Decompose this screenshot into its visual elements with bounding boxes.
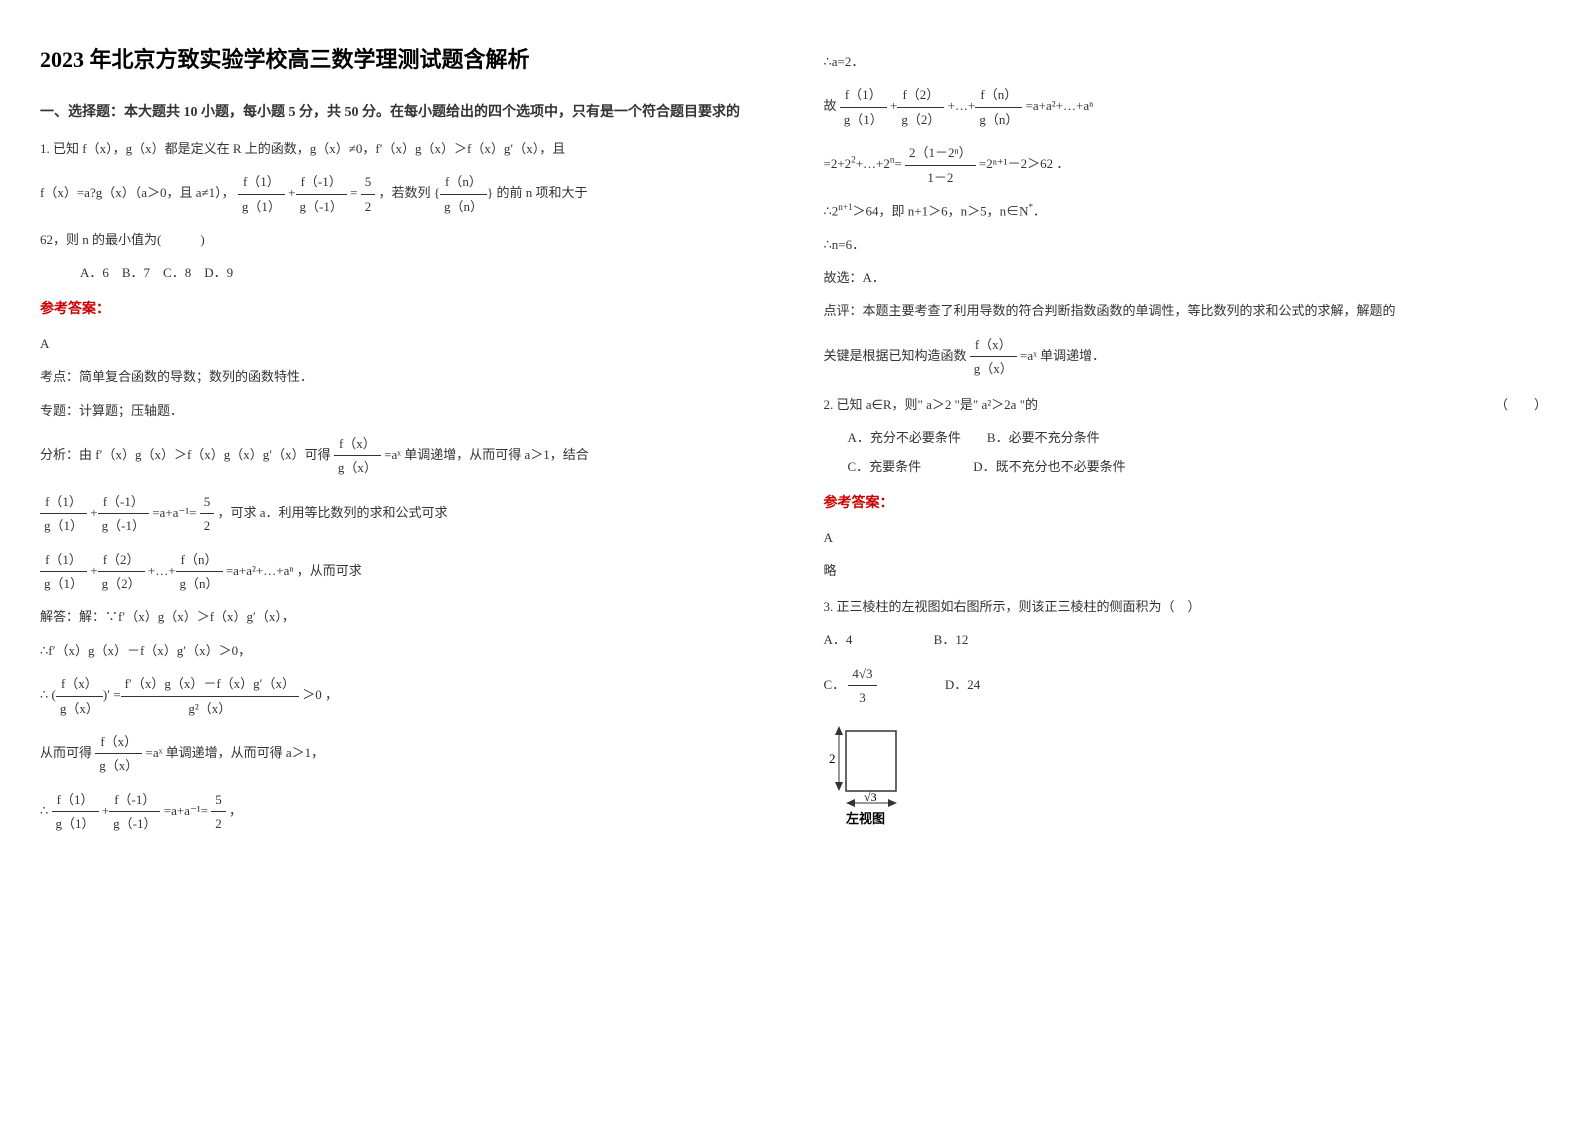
left-view-icon: 2 √3 左视图 — [824, 721, 914, 831]
q2-lue: 略 — [824, 559, 1548, 582]
q1-stem-3: 62，则 n 的最小值为( ) — [40, 228, 764, 251]
q1-fenxi-3: f（1）g（1） +f（2）g（2） +…+f（n）g（n） =a+a²+…+a… — [40, 548, 764, 596]
q1-dianping-2: 关键是根据已知构造函数 f（x）g（x） =aˣ 单调递增． — [824, 333, 1548, 381]
frac-f1-g1-4: f（1）g（1） — [52, 788, 99, 836]
frac-f1-g1-r: f（1）g（1） — [840, 83, 887, 131]
eq-ata-2: =a+a⁻¹= — [164, 803, 208, 818]
q1-zhuanti: 专题：计算题；压轴题． — [40, 399, 764, 422]
answer-label: 参考答案： — [40, 297, 764, 322]
q2-answer-label: 参考答案： — [824, 491, 1548, 516]
frac-fx-gx-2: f（x）g（x） — [56, 672, 103, 720]
q1-r1: ∴a=2． — [824, 50, 1548, 73]
q1-jieda-5: ∴ f（1）g（1） +f（-1）g（-1） =a+a⁻¹= 52 ， — [40, 788, 764, 836]
frac-fm1-gm1-2: f（-1）g（-1） — [98, 490, 149, 538]
q1-stem2-suffix: ?g（x）（a＞0，且 a≠1）， — [90, 185, 235, 200]
frac-fx-gx-r: f（x）g（x） — [970, 333, 1017, 381]
frac-fx-gx-3: f（x）g（x） — [95, 730, 142, 778]
frac-deriv: f′（x）g（x）－f（x）g′（x）g²（x） — [121, 672, 299, 720]
frac-fm1-gm1: f（-1）g（-1） — [296, 170, 347, 218]
q1-r6: 故选：A． — [824, 266, 1548, 289]
frac-sum: 2（1－2ⁿ）1－2 — [905, 141, 976, 189]
q1-stem-2: f（x）=a?g（x）（a＞0，且 a≠1）， f（1）g（1） +f（-1）g… — [40, 170, 764, 218]
diagram-height-label: 2 — [829, 751, 836, 766]
diagram-width-label: √3 — [864, 790, 877, 804]
frac-4r3-3: 4√33 — [848, 662, 876, 710]
eq-ata: =a+a⁻¹= — [152, 505, 196, 520]
eq-ax-2: =aˣ — [146, 745, 163, 760]
q2-options-ab: A．充分不必要条件 B．必要不充分条件 — [848, 426, 1548, 449]
q1-stem-1: 1. 已知 f（x），g（x）都是定义在 R 上的函数，g（x）≠0，f′（x）… — [40, 137, 764, 160]
q2-options-cd: C．充要条件 D．既不充分也不必要条件 — [848, 455, 1548, 478]
q3-stem: 3. 正三棱柱的左视图如右图所示，则该正三棱柱的侧面积为（ ） — [824, 595, 1548, 618]
q1-jieda-4: 从而可得 f（x）g（x） =aˣ 单调递增，从而可得 a＞1， — [40, 730, 764, 778]
frac-fn-gn-2: f（n）g（n） — [176, 548, 223, 596]
section-header: 一、选择题：本大题共 10 小题，每小题 5 分，共 50 分。在每小题给出的四… — [40, 100, 764, 125]
q1-stem2-end: 的前 n 项和大于 — [496, 185, 587, 200]
eq-series: =a+a²+…+aⁿ — [226, 563, 294, 578]
frac-fn-gn: f（n）g（n） — [440, 170, 487, 218]
frac-fm1-gm1-3: f（-1）g（-1） — [109, 788, 160, 836]
q1-r2: 故 f（1）g（1） +f（2）g（2） +…+f（n）g（n） =a+a²+…… — [824, 83, 1548, 131]
frac-52: 52 — [361, 170, 376, 218]
diagram-caption: 左视图 — [846, 811, 885, 826]
q3-options-ab: A．4 B．12 — [824, 628, 1548, 651]
frac-f1-g1-3: f（1）g（1） — [40, 548, 87, 596]
q1-jieda-1: 解答：解：∵f′（x）g（x）＞f（x）g′（x）， — [40, 605, 764, 628]
q1-kaodian: 考点：简单复合函数的导数；数列的函数特性． — [40, 365, 764, 388]
question-1: 1. 已知 f（x），g（x）都是定义在 R 上的函数，g（x）≠0，f′（x）… — [40, 137, 764, 285]
eq-sign: = — [350, 185, 357, 200]
frac-52-2: 52 — [200, 490, 215, 538]
q1-fenxi-2: f（1）g（1） +f（-1）g（-1） =a+a⁻¹= 52 ，可求 a．利用… — [40, 490, 764, 538]
question-2: 2. 已知 a∈R，则" a＞2 "是" a²＞2a "的 （ ） A．充分不必… — [824, 393, 1548, 479]
frac-fx-gx-1: f（x）g（x） — [334, 432, 381, 480]
q3-options-cd: C． 4√33 D．24 — [824, 662, 1548, 710]
q2-answer: A — [824, 526, 1548, 549]
q1-stem2-prefix: f（x）=a — [40, 185, 90, 200]
frac-fn-gn-r: f（n）g（n） — [975, 83, 1022, 131]
q2-stem: 2. 已知 a∈R，则" a＞2 "是" a²＞2a "的 （ ） — [824, 393, 1548, 416]
q1-stem2-val: ，若数列 — [378, 185, 433, 200]
frac-f2-g2-r: f（2）g（2） — [897, 83, 944, 131]
page-title: 2023 年北京方致实验学校高三数学理测试题含解析 — [40, 40, 764, 80]
q1-jieda-3: ∴ (f（x）g（x）)′ =f′（x）g（x）－f（x）g′（x）g²（x） … — [40, 672, 764, 720]
eq-ax-1: =aˣ — [384, 447, 401, 462]
frac-f2-g2: f（2）g（2） — [98, 548, 145, 596]
q1-r5: ∴n=6． — [824, 233, 1548, 256]
frac-52-3: 52 — [211, 788, 226, 836]
q1-dianping: 点评：本题主要考查了利用导数的符合判断指数函数的单调性，等比数列的求和公式的求解… — [824, 299, 1548, 322]
q3-diagram: 2 √3 左视图 — [824, 721, 1548, 838]
q1-r3: =2+22+…+2n= 2（1－2ⁿ）1－2 =2ⁿ⁺¹－2＞62 ． — [824, 141, 1548, 189]
q1-answer: A — [40, 332, 764, 355]
q1-options: A．6 B．7 C．8 D．9 — [80, 261, 764, 284]
frac-f1-g1: f（1）g（1） — [238, 170, 285, 218]
eq-gt0: ＞0 — [302, 687, 322, 702]
q1-r4: ∴2n+1＞64，即 n+1＞6，n＞5，n∈N*． — [824, 199, 1548, 223]
frac-f1-g1-2: f（1）g（1） — [40, 490, 87, 538]
eq-ax-r: =aˣ — [1020, 348, 1037, 363]
question-3: 3. 正三棱柱的左视图如右图所示，则该正三棱柱的侧面积为（ ） A．4 B．12… — [824, 595, 1548, 839]
eq-series-r: =a+a²+…+aⁿ — [1026, 98, 1094, 113]
q1-fenxi: 分析：由 f′（x）g（x）＞f（x）g（x）g′（x）可得 f（x）g（x） … — [40, 432, 764, 480]
eq-2n1: =2ⁿ⁺¹－2＞62 — [979, 156, 1053, 171]
q1-jieda-2: ∴f′（x）g（x）－f（x）g′（x）＞0， — [40, 639, 764, 662]
